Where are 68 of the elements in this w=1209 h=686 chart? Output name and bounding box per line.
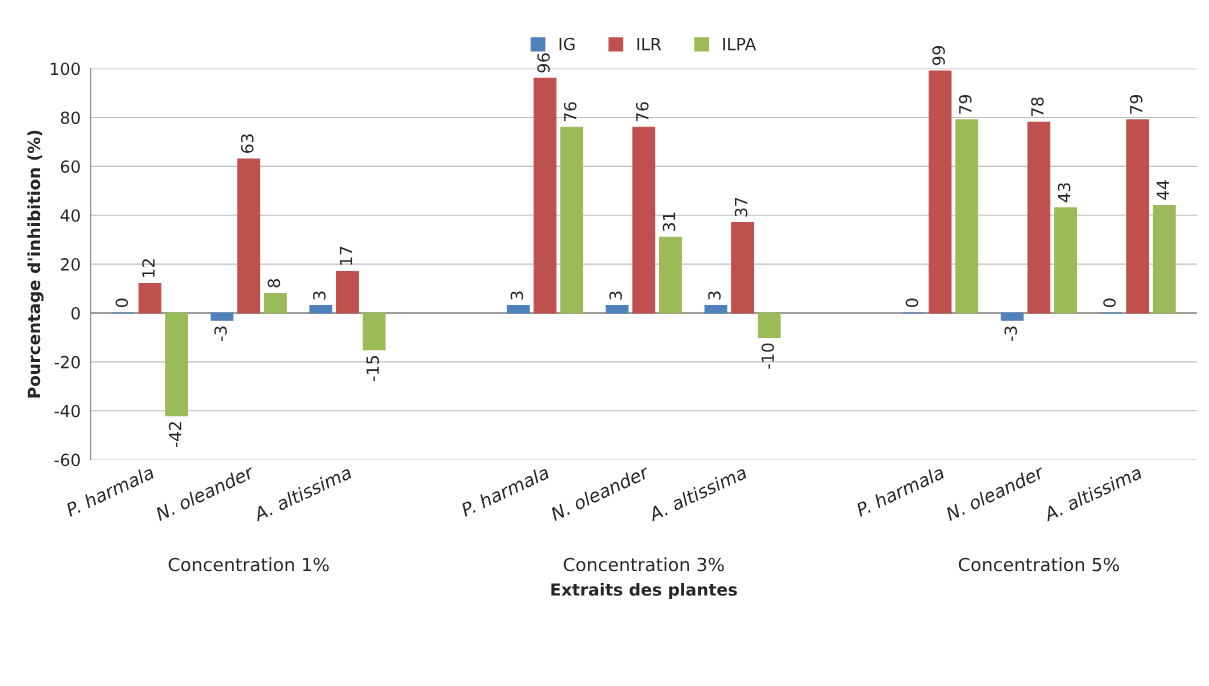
bar xyxy=(237,158,261,314)
data-label: 31 xyxy=(662,212,676,232)
data-label: 3 xyxy=(708,291,721,300)
bar xyxy=(506,305,530,314)
data-label: 37 xyxy=(734,197,748,217)
y-axis-title: Pourcentage d'inhibition (%) xyxy=(27,130,44,398)
legend-label: IG xyxy=(559,37,575,51)
data-label: -3 xyxy=(1004,326,1018,342)
y-tick-label: 80 xyxy=(60,111,80,125)
y-tick-label: 20 xyxy=(60,258,80,271)
bar xyxy=(659,236,682,314)
text: Concentration 5% xyxy=(958,557,1119,572)
data-label: 76 xyxy=(636,102,649,121)
data-label: 44 xyxy=(1156,180,1169,200)
data-label: 79 xyxy=(1129,95,1143,114)
data-label: 3 xyxy=(609,291,622,300)
text: Concentration 3% xyxy=(563,557,724,572)
data-label: 78 xyxy=(1031,97,1044,117)
bar xyxy=(336,270,359,314)
legend-label: ILPA xyxy=(723,37,757,51)
data-label: -3 xyxy=(214,326,227,342)
x-axis-title: Extraits des plantes xyxy=(551,582,737,600)
bar xyxy=(1027,121,1051,314)
bar xyxy=(533,77,557,314)
bar xyxy=(955,119,979,314)
data-label: 8 xyxy=(267,279,281,288)
y-tick-label: 40 xyxy=(60,209,80,222)
text: Concentration 1% xyxy=(168,557,329,572)
data-label: 12 xyxy=(142,259,155,277)
bar xyxy=(1152,204,1176,314)
bar xyxy=(263,292,287,314)
data-label: 96 xyxy=(537,53,550,73)
bar xyxy=(210,312,234,321)
data-label: 3 xyxy=(510,291,524,300)
y-tick-label: 0 xyxy=(71,306,80,320)
data-label: 0 xyxy=(905,298,919,307)
bar xyxy=(138,283,162,314)
bar xyxy=(731,222,754,314)
data-label: -42 xyxy=(168,422,182,447)
bar xyxy=(1000,312,1024,321)
bar xyxy=(632,126,656,314)
data-label: 0 xyxy=(115,298,129,307)
bar xyxy=(757,312,781,338)
legend-label: ILR xyxy=(637,37,662,51)
y-tick-label: 60 xyxy=(60,160,80,173)
y-tick-label: -40 xyxy=(54,404,80,418)
bar xyxy=(1054,207,1077,314)
data-label: 43 xyxy=(1057,183,1071,203)
data-label: 99 xyxy=(932,46,945,66)
y-tick-label: 100 xyxy=(50,62,80,76)
bar xyxy=(362,312,386,351)
data-label: -15 xyxy=(366,355,379,381)
data-label: 79 xyxy=(959,95,972,114)
bar xyxy=(165,312,189,417)
bar xyxy=(605,305,629,314)
data-label: 63 xyxy=(240,134,254,153)
bar xyxy=(309,305,333,314)
data-label: 3 xyxy=(313,291,326,300)
data-label: 76 xyxy=(563,102,577,121)
y-tick-label: -20 xyxy=(54,355,80,369)
data-label: 0 xyxy=(1103,298,1116,307)
y-tick-label: -60 xyxy=(54,453,80,467)
data-label: 17 xyxy=(339,246,353,265)
bar xyxy=(560,126,584,314)
bar xyxy=(928,70,952,314)
bar xyxy=(1126,119,1150,314)
data-label: -10 xyxy=(761,343,775,369)
bar xyxy=(704,305,728,314)
